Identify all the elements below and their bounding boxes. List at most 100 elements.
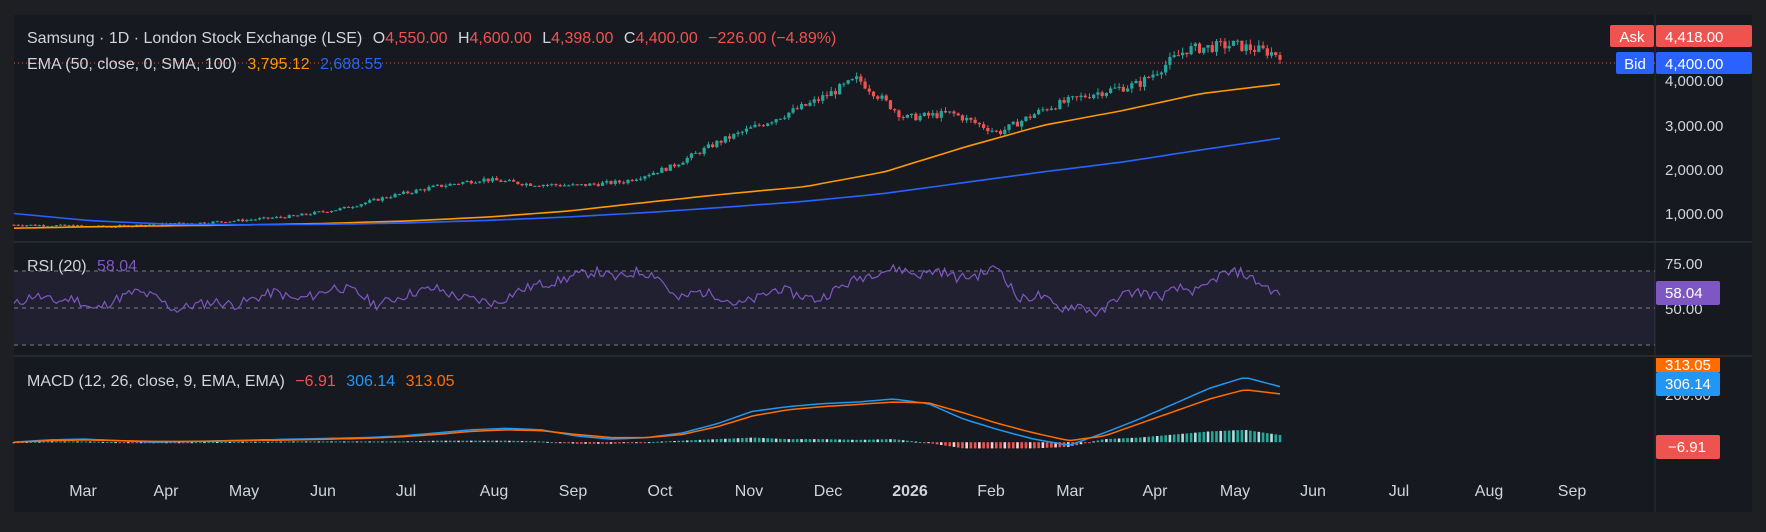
macd-legend-label: MACD (12, 26, close, 9, EMA, EMA) — [27, 373, 285, 390]
candle-body — [1049, 108, 1053, 110]
macd-histogram-bar — [520, 441, 524, 443]
candle-body — [592, 183, 596, 185]
macd-histogram-bar — [190, 442, 194, 444]
signal-value-bg — [1656, 358, 1720, 372]
candle-body — [571, 184, 575, 186]
macd-histogram-bar — [1151, 436, 1155, 443]
macd-histogram-bar — [740, 438, 744, 443]
macd-histogram-bar — [512, 440, 515, 443]
macd-histogram-bar — [969, 442, 973, 449]
candle-body — [639, 178, 643, 180]
x-label-sep-2026: Sep — [1558, 483, 1587, 500]
candle-body — [1096, 92, 1100, 95]
macd-histogram-bar — [601, 442, 604, 444]
candle-body — [346, 206, 351, 208]
macd-histogram-bar — [668, 441, 672, 443]
candle-body — [461, 182, 465, 184]
macd-histogram-bar — [232, 441, 236, 443]
ema-legend: EMA (50, close, 0, SMA, 100) 3,795.12 2,… — [27, 56, 382, 73]
macd-histogram-bar — [800, 439, 803, 443]
bid-value: 4,400.00 — [1665, 56, 1723, 73]
candle-body — [385, 197, 389, 199]
x-label-nov: Nov — [735, 483, 763, 500]
macd-histogram-bar — [313, 441, 316, 443]
macd-histogram-bar — [237, 441, 240, 443]
macd-histogram-bar — [169, 442, 172, 444]
candle-body — [1045, 109, 1049, 111]
candle-body — [791, 108, 795, 113]
macd-histogram-bar — [1126, 438, 1129, 443]
macd-histogram-bar — [1155, 436, 1159, 443]
macd-histogram-bar — [1215, 431, 1218, 443]
macd-histogram-bar — [698, 439, 702, 443]
candle-body — [588, 183, 592, 186]
candle-body — [723, 136, 727, 143]
macd-histogram-bar — [1206, 431, 1210, 443]
candle-body — [1274, 52, 1278, 56]
candle-body — [1125, 88, 1130, 92]
candle-body — [372, 198, 376, 201]
x-label-may: May — [229, 483, 259, 500]
rsi-legend-value: 58.04 — [97, 258, 137, 275]
candle-body — [75, 225, 80, 227]
candle-body — [1104, 92, 1109, 96]
macd-histogram-bar — [381, 441, 384, 443]
macd-histogram-bar — [855, 439, 858, 443]
x-label-oct: Oct — [648, 483, 673, 500]
macd-histogram-bar — [1054, 442, 1057, 448]
macd-histogram-bar — [575, 442, 579, 444]
candle-body — [672, 164, 677, 167]
macd-histogram-bar — [1181, 433, 1184, 443]
candle-body — [812, 99, 816, 103]
macd-histogram-bar — [757, 437, 761, 443]
macd-histogram-bar — [1143, 437, 1146, 443]
candle-body — [1075, 96, 1079, 98]
candle-body — [1015, 121, 1020, 127]
candle-body — [486, 178, 490, 182]
macd-histogram-bar — [1079, 442, 1083, 445]
candle-body — [893, 109, 897, 111]
candle-body — [1007, 124, 1011, 130]
candle-body — [757, 124, 761, 126]
candle-body — [304, 213, 308, 215]
macd-histogram-bar — [1092, 441, 1095, 443]
macd-histogram-bar — [541, 441, 545, 443]
macd-histogram-bar — [127, 442, 130, 444]
macd-histogram-bar — [25, 441, 29, 443]
ask-value-bg — [1656, 25, 1752, 47]
bid-label-bg — [1616, 52, 1654, 74]
macd-histogram-bar — [770, 438, 774, 443]
rsi-value-label: 58.04 — [1665, 285, 1703, 302]
candle-body — [228, 221, 232, 223]
macd-histogram-bar — [241, 441, 244, 443]
macd-histogram-bar — [139, 442, 143, 444]
candle-body — [71, 225, 75, 227]
macd-histogram-bar — [215, 441, 219, 443]
macd-histogram-bar — [618, 442, 621, 444]
macd-histogram-bar — [173, 442, 177, 444]
macd-histogram-bar — [457, 440, 460, 443]
macd-histogram-bar — [1003, 442, 1007, 449]
symbol-title: Samsung · 1D · London Stock Exchange (LS… — [27, 30, 362, 47]
candle-body — [888, 100, 893, 110]
candle-body — [643, 176, 647, 179]
macd-histogram-bar — [1172, 434, 1176, 443]
candle-body — [1130, 83, 1134, 89]
candle-body — [1062, 100, 1066, 103]
macd-histogram-bar — [664, 441, 668, 443]
macd-histogram-bar — [702, 439, 706, 443]
macd-histogram-bar — [715, 439, 719, 443]
macd-histogram-bar — [973, 442, 977, 449]
macd-histogram-bar — [1117, 438, 1121, 443]
macd-histogram-bar — [546, 441, 549, 443]
candle-body — [1041, 109, 1045, 111]
candle-body — [478, 181, 482, 183]
macd-histogram-bar — [1020, 442, 1024, 449]
ema-legend-label: EMA (50, close, 0, SMA, 100) — [27, 56, 237, 73]
macd-histogram-bar — [165, 442, 168, 444]
macd-histogram-bar — [732, 438, 736, 443]
macd-histogram-bar — [580, 442, 583, 444]
candle-body — [965, 117, 969, 121]
candle-body — [880, 95, 884, 99]
candle-body — [698, 152, 702, 154]
